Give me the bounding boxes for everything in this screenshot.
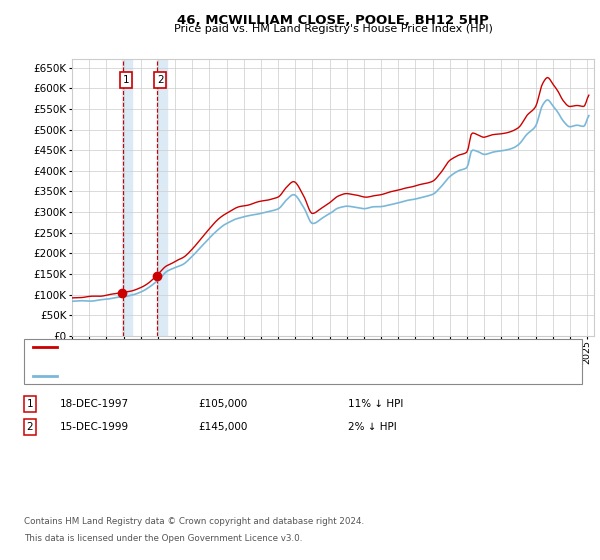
Text: 1: 1 [26,399,34,409]
Text: This data is licensed under the Open Government Licence v3.0.: This data is licensed under the Open Gov… [24,534,302,543]
Text: 46, MCWILLIAM CLOSE, POOLE, BH12 5HP (detached house): 46, MCWILLIAM CLOSE, POOLE, BH12 5HP (de… [63,342,362,352]
Text: 46, MCWILLIAM CLOSE, POOLE, BH12 5HP: 46, MCWILLIAM CLOSE, POOLE, BH12 5HP [177,14,489,27]
Text: 11% ↓ HPI: 11% ↓ HPI [348,399,403,409]
Bar [122,59,132,336]
Text: HPI: Average price, detached house, Bournemouth Christchurch and Poole: HPI: Average price, detached house, Bour… [63,371,434,381]
Text: 2: 2 [26,422,34,432]
Text: 2% ↓ HPI: 2% ↓ HPI [348,422,397,432]
Text: Price paid vs. HM Land Registry's House Price Index (HPI): Price paid vs. HM Land Registry's House … [173,24,493,34]
Text: 2: 2 [157,75,164,85]
Text: Contains HM Land Registry data © Crown copyright and database right 2024.: Contains HM Land Registry data © Crown c… [24,517,364,526]
Text: £105,000: £105,000 [198,399,247,409]
Text: 15-DEC-1999: 15-DEC-1999 [60,422,129,432]
Text: £145,000: £145,000 [198,422,247,432]
Text: 18-DEC-1997: 18-DEC-1997 [60,399,129,409]
Bar [157,59,167,336]
Text: 1: 1 [122,75,129,85]
